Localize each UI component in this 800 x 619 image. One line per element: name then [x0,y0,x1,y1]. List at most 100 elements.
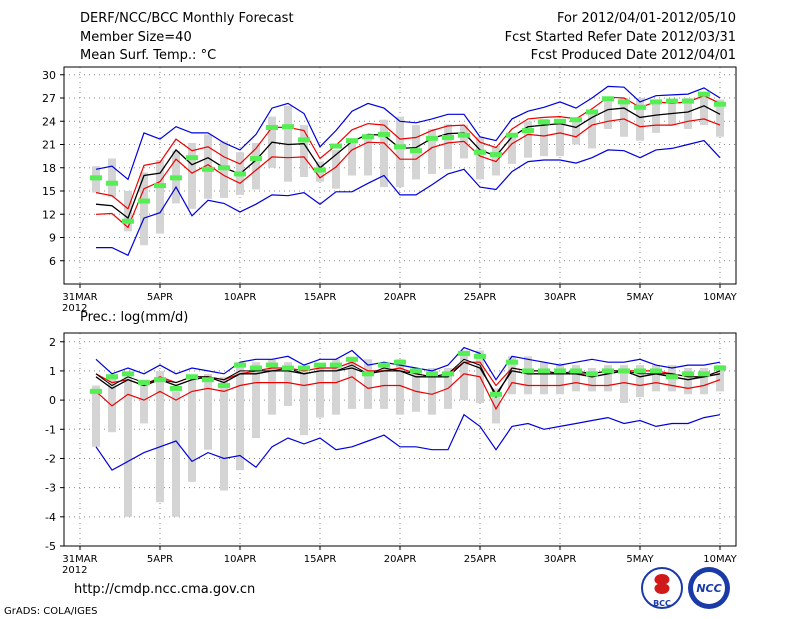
prec-x-label: 30APR [544,554,577,565]
prec-obs-marker [106,374,118,380]
temp-range-bar [524,121,532,158]
source-url[interactable]: http://cmdp.ncc.cma.gov.cn [74,582,256,597]
temp-x-label: 20APR [384,292,417,303]
prec-obs-marker [138,380,150,386]
temp-obs-marker [682,98,694,104]
temp-obs-marker [378,131,390,137]
temp-obs-marker [570,117,582,123]
temp-obs-marker [586,109,598,115]
temp-range-bar [156,160,164,234]
temp-range-bar [364,136,372,176]
prec-range-bar [204,373,212,450]
prec-obs-marker [234,362,246,368]
prec-obs-marker [122,371,134,377]
temp-obs-marker [314,167,326,173]
temp-x-label: 25APR [464,292,497,303]
temp-obs-marker [106,180,118,186]
prec-range-bar [316,365,324,418]
bcc-logo: BCC [641,567,683,609]
prec-y-label: -3 [45,482,56,495]
temp-obs-marker [234,171,246,177]
temp-range-bar [444,124,452,170]
prec-obs-marker [202,377,214,383]
prec-y-label: -2 [45,452,56,465]
temp-range-bar [668,99,676,126]
temp-range-bar [140,172,148,246]
prec-x-label: 15APR [304,554,337,565]
prec-range-bar [412,368,420,412]
temp-obs-marker [346,138,358,144]
prec-obs-marker [426,371,438,377]
temp-obs-marker [538,119,550,125]
prec-obs-marker [362,371,374,377]
prec-obs-marker [154,377,166,383]
produced-date: Fcst Produced Date 2012/04/01 [530,48,736,63]
temp-range-bar [684,98,692,129]
temp-obs-marker [218,165,230,171]
temp-range-bar [604,99,612,129]
prec-y-label: 2 [49,336,56,349]
prec-range-bar [572,365,580,392]
temp-range-bar [108,158,116,198]
prec-series-mean [95,361,721,396]
temp-range-bar [124,191,132,232]
prec-range-bar [108,376,116,433]
temp-range-bar [652,101,660,133]
prec-range-bar [396,359,404,415]
prec-obs-marker [90,388,102,394]
temp-range-bar [700,95,708,126]
temp-range-bar [332,149,340,189]
temp-obs-marker [554,118,566,124]
temp-obs-marker [522,128,534,134]
temp-range-bar [188,142,196,209]
prec-obs-marker [442,371,454,377]
prec-x-label: 5APR [147,554,173,565]
temp-x-label: 5APR [147,292,173,303]
temp-series-mean_minus_sd [95,118,721,229]
temp-obs-marker [474,149,486,155]
prec-obs-marker [298,365,310,371]
prec-obs-marker [586,371,598,377]
temp-obs-marker [186,155,198,161]
temp-range-bar [620,98,628,137]
prec-obs-marker [490,391,502,397]
prec-x-label: 5MAY [626,554,654,565]
temp-obs-marker [602,96,614,102]
prec-y-label: -1 [45,423,56,436]
temp-plot-frame [63,66,737,285]
prec-range-bar [588,368,596,392]
temp-obs-marker [362,134,374,140]
temp-series-max [95,85,721,181]
prec-obs-marker [378,362,390,368]
prec-range-bar [652,365,660,392]
temp-obs-marker [90,175,102,181]
temp-range-bar [380,119,388,188]
prec-x-label: 2012 [62,565,87,576]
temp-y-label: 27 [42,92,56,105]
prec-obs-marker [602,368,614,374]
prec-y-label: 1 [49,365,56,378]
temp-range-bar [636,98,644,141]
prec-x-label: 25APR [464,554,497,565]
temp-x-label: 10APR [224,292,257,303]
temp-y-label: 9 [49,232,56,245]
temp-obs-marker [426,135,438,141]
temp-obs-marker [458,132,470,138]
prec-obs-marker [250,365,262,371]
prec-range-bar [700,368,708,395]
prec-obs-marker [346,356,358,362]
temp-obs-marker [634,104,646,110]
temp-x-label: 5MAY [626,292,654,303]
temp-obs-marker [266,124,278,130]
temp-obs-marker [698,91,710,97]
prec-range-bar [348,359,356,409]
prec-series-min [95,413,721,471]
prec-range-bar [716,365,724,392]
prec-range-bar [620,365,628,404]
prec-range-bar [636,365,644,398]
start-date: Fcst Started Refer Date 2012/03/31 [504,30,736,45]
prec-obs-marker [618,368,630,374]
temp-range-bar [508,136,516,164]
prec-y-label: 0 [49,394,56,407]
